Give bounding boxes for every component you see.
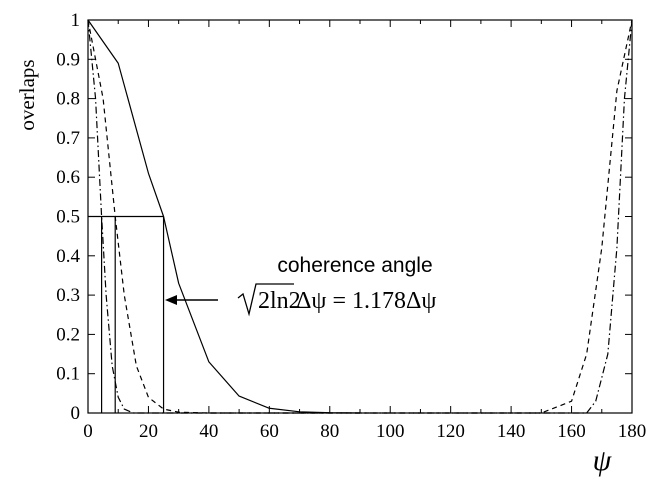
annotation-arrow	[165, 295, 218, 305]
formula-rest: Δψ = 1.178Δψ	[296, 288, 436, 314]
y-tick-labels: 0 0.1 0.2 0.3 0.4 0.5 0.6 0.7 0.8 0.9 1	[56, 10, 80, 424]
arrow-head	[165, 295, 177, 305]
x-tick-label: 60	[260, 421, 279, 442]
x-tick-label: 80	[320, 421, 339, 442]
series-line-dashed	[87, 19, 633, 414]
y-tick-label: 0.3	[56, 285, 80, 306]
y-tick-label: 0.8	[56, 89, 80, 110]
x-tick-label: 140	[497, 421, 526, 442]
series-line-solid	[87, 19, 361, 414]
y-tick-label: 0.7	[56, 128, 80, 149]
y-axis-label: overlaps	[15, 59, 39, 130]
y-tick-label: 0.4	[56, 246, 80, 267]
y-tick-label: 0.1	[56, 364, 80, 385]
y-tick-label: 0.2	[56, 324, 80, 345]
formula-radicand: 2ln2	[258, 288, 301, 314]
x-tick-label: 0	[83, 421, 93, 442]
tick-marks	[87, 19, 633, 414]
y-tick-label: 0	[71, 403, 81, 424]
x-axis-label: ψ	[593, 444, 613, 477]
series-line-dash-dot	[87, 19, 633, 414]
sqrt-sign	[237, 283, 294, 317]
half-max-markers	[88, 215, 165, 413]
plot-frame	[87, 19, 633, 414]
y-tick-label: 0.9	[56, 49, 80, 70]
annotation-label: coherence angle	[277, 254, 432, 277]
x-tick-label: 160	[557, 421, 586, 442]
axes	[87, 19, 633, 414]
y-tick-label: 0.6	[56, 167, 80, 188]
annotation-formula: 2ln2 Δψ = 1.178Δψ	[237, 283, 436, 317]
x-tick-label: 20	[139, 421, 158, 442]
x-tick-label: 120	[436, 421, 465, 442]
y-tick-label: 0.5	[56, 207, 80, 228]
x-tick-label: 180	[618, 421, 647, 442]
series-lines	[87, 19, 633, 414]
y-tick-label: 1	[71, 10, 81, 31]
x-tick-label: 100	[376, 421, 405, 442]
x-tick-label: 40	[199, 421, 218, 442]
x-tick-labels: 0 20 40 60 80 100 120 140 160 180	[83, 421, 646, 442]
